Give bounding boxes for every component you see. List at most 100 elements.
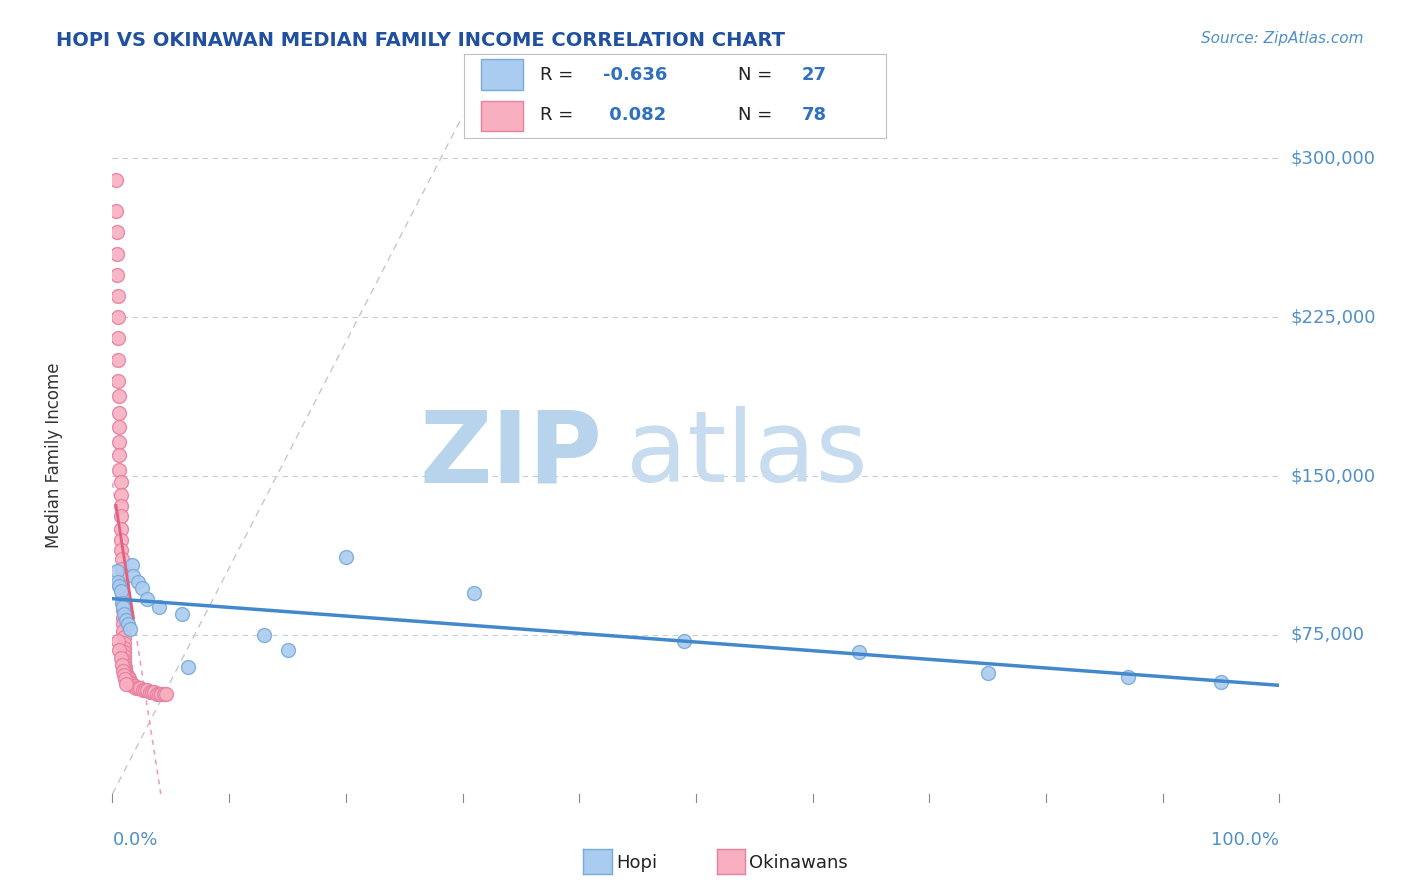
Point	[141, 685, 163, 699]
Point	[105, 565, 128, 579]
Text: ZIP: ZIP	[420, 407, 603, 503]
Point	[107, 574, 129, 589]
Text: atlas: atlas	[626, 407, 868, 503]
Point	[120, 676, 142, 690]
Point	[148, 600, 170, 615]
Text: $75,000: $75,000	[1291, 626, 1365, 644]
Text: 78: 78	[801, 106, 827, 124]
Point	[111, 602, 134, 616]
Point	[107, 289, 129, 303]
Point	[129, 681, 152, 695]
Point	[110, 509, 132, 524]
Point	[976, 666, 998, 681]
Point	[122, 568, 145, 582]
Point	[112, 607, 135, 621]
Point	[118, 622, 141, 636]
Point	[115, 668, 138, 682]
Text: 100.0%: 100.0%	[1212, 831, 1279, 849]
Point	[253, 628, 276, 642]
Point	[115, 668, 138, 682]
Point	[276, 642, 298, 657]
Text: Hopi: Hopi	[616, 854, 657, 871]
Point	[112, 668, 135, 682]
Point	[111, 657, 134, 672]
Point	[118, 673, 141, 687]
Text: N =: N =	[738, 66, 778, 84]
Point	[111, 551, 134, 566]
Point	[107, 352, 129, 367]
Point	[112, 636, 135, 650]
Text: Median Family Income: Median Family Income	[45, 362, 63, 548]
Point	[117, 617, 139, 632]
Text: HOPI VS OKINAWAN MEDIAN FAMILY INCOME CORRELATION CHART: HOPI VS OKINAWAN MEDIAN FAMILY INCOME CO…	[56, 31, 785, 50]
Point	[110, 522, 132, 536]
Point	[1209, 674, 1232, 689]
Point	[111, 611, 134, 625]
Point	[121, 676, 143, 690]
Point	[110, 583, 132, 598]
Text: -0.636: -0.636	[603, 66, 668, 84]
Text: Source: ZipAtlas.com: Source: ZipAtlas.com	[1201, 31, 1364, 46]
Point	[127, 574, 149, 589]
Point	[150, 687, 173, 701]
Point	[172, 607, 194, 621]
Point	[110, 488, 132, 502]
Point	[118, 674, 141, 689]
Point	[114, 673, 136, 687]
Point	[143, 685, 166, 699]
Point	[110, 499, 132, 513]
Text: 0.082: 0.082	[603, 106, 666, 124]
Text: 27: 27	[801, 66, 827, 84]
Point	[115, 613, 138, 627]
Text: $225,000: $225,000	[1291, 309, 1376, 326]
Point	[111, 562, 134, 576]
Point	[136, 683, 159, 698]
Text: R =: R =	[540, 106, 579, 124]
Point	[108, 420, 131, 434]
Point	[134, 683, 156, 698]
Point	[112, 649, 135, 664]
Point	[107, 310, 129, 325]
Point	[111, 596, 134, 610]
Point	[155, 687, 177, 701]
Point	[108, 435, 131, 450]
Point	[112, 656, 135, 670]
Point	[117, 670, 139, 684]
Point	[111, 664, 134, 678]
Point	[108, 642, 131, 657]
Point	[131, 582, 153, 596]
Point	[463, 585, 485, 599]
Point	[108, 448, 131, 462]
Point	[110, 543, 132, 558]
Point	[111, 571, 134, 585]
Point	[118, 674, 141, 689]
Point	[108, 405, 131, 419]
Point	[108, 463, 131, 477]
Text: $150,000: $150,000	[1291, 467, 1375, 485]
Point	[114, 662, 136, 676]
Point	[121, 558, 143, 573]
Point	[111, 600, 134, 615]
Point	[111, 596, 134, 610]
Point	[110, 651, 132, 665]
Point	[146, 687, 169, 701]
Point	[848, 645, 870, 659]
Point	[111, 588, 134, 602]
Point	[673, 634, 696, 648]
Point	[125, 681, 148, 695]
Point	[148, 687, 170, 701]
Point	[1116, 670, 1139, 684]
Point	[153, 687, 176, 701]
Point	[118, 673, 141, 687]
Point	[104, 172, 127, 186]
Text: Okinawans: Okinawans	[749, 854, 848, 871]
Point	[105, 246, 128, 260]
Point	[108, 579, 131, 593]
Point	[110, 475, 132, 490]
Text: $300,000: $300,000	[1291, 149, 1375, 168]
Point	[104, 204, 127, 219]
Point	[112, 645, 135, 659]
Point	[127, 681, 149, 695]
Point	[107, 331, 129, 345]
Point	[111, 624, 134, 638]
